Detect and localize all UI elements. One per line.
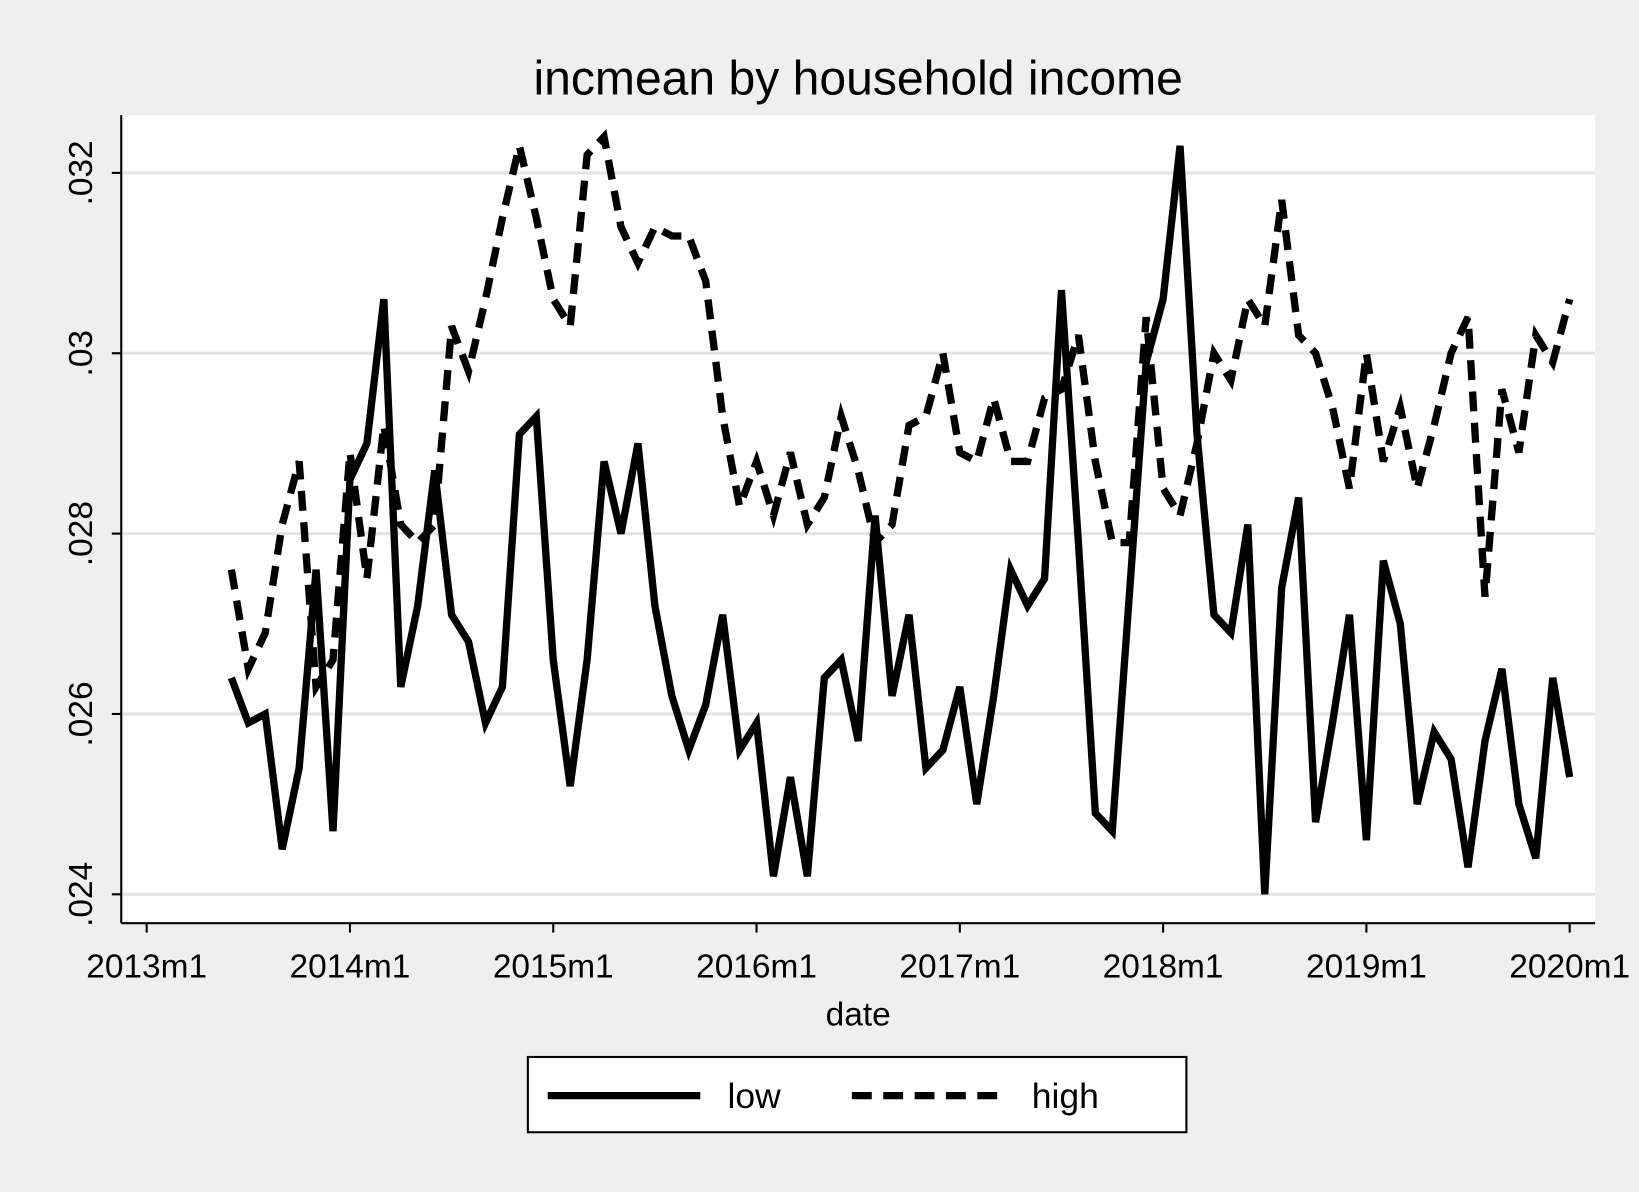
plot-area xyxy=(121,115,1596,924)
y-tick-label: .026 xyxy=(63,681,100,746)
x-tick-label: 2018m1 xyxy=(1103,949,1224,986)
y-tick-label: .028 xyxy=(63,501,100,566)
series-line xyxy=(227,129,1574,699)
chart-title: incmean by household income xyxy=(533,51,1182,105)
x-tick-label: 2016m1 xyxy=(696,949,817,986)
x-tick-label: 2017m1 xyxy=(899,949,1020,986)
x-tick-label: 2019m1 xyxy=(1306,949,1427,986)
x-tick-label: 2020m1 xyxy=(1509,949,1630,986)
x-tick-label: 2015m1 xyxy=(493,949,614,986)
x-tick-label: 2013m1 xyxy=(86,949,207,986)
y-tick-label: .024 xyxy=(63,862,100,927)
x-tick-label: 2014m1 xyxy=(290,949,411,986)
legend-label: low xyxy=(728,1076,782,1116)
legend-label: high xyxy=(1032,1076,1099,1116)
x-axis-label: date xyxy=(826,997,891,1034)
y-tick-label: .032 xyxy=(63,140,100,205)
y-tick-label: .03 xyxy=(63,330,100,376)
series-line xyxy=(227,145,1574,895)
